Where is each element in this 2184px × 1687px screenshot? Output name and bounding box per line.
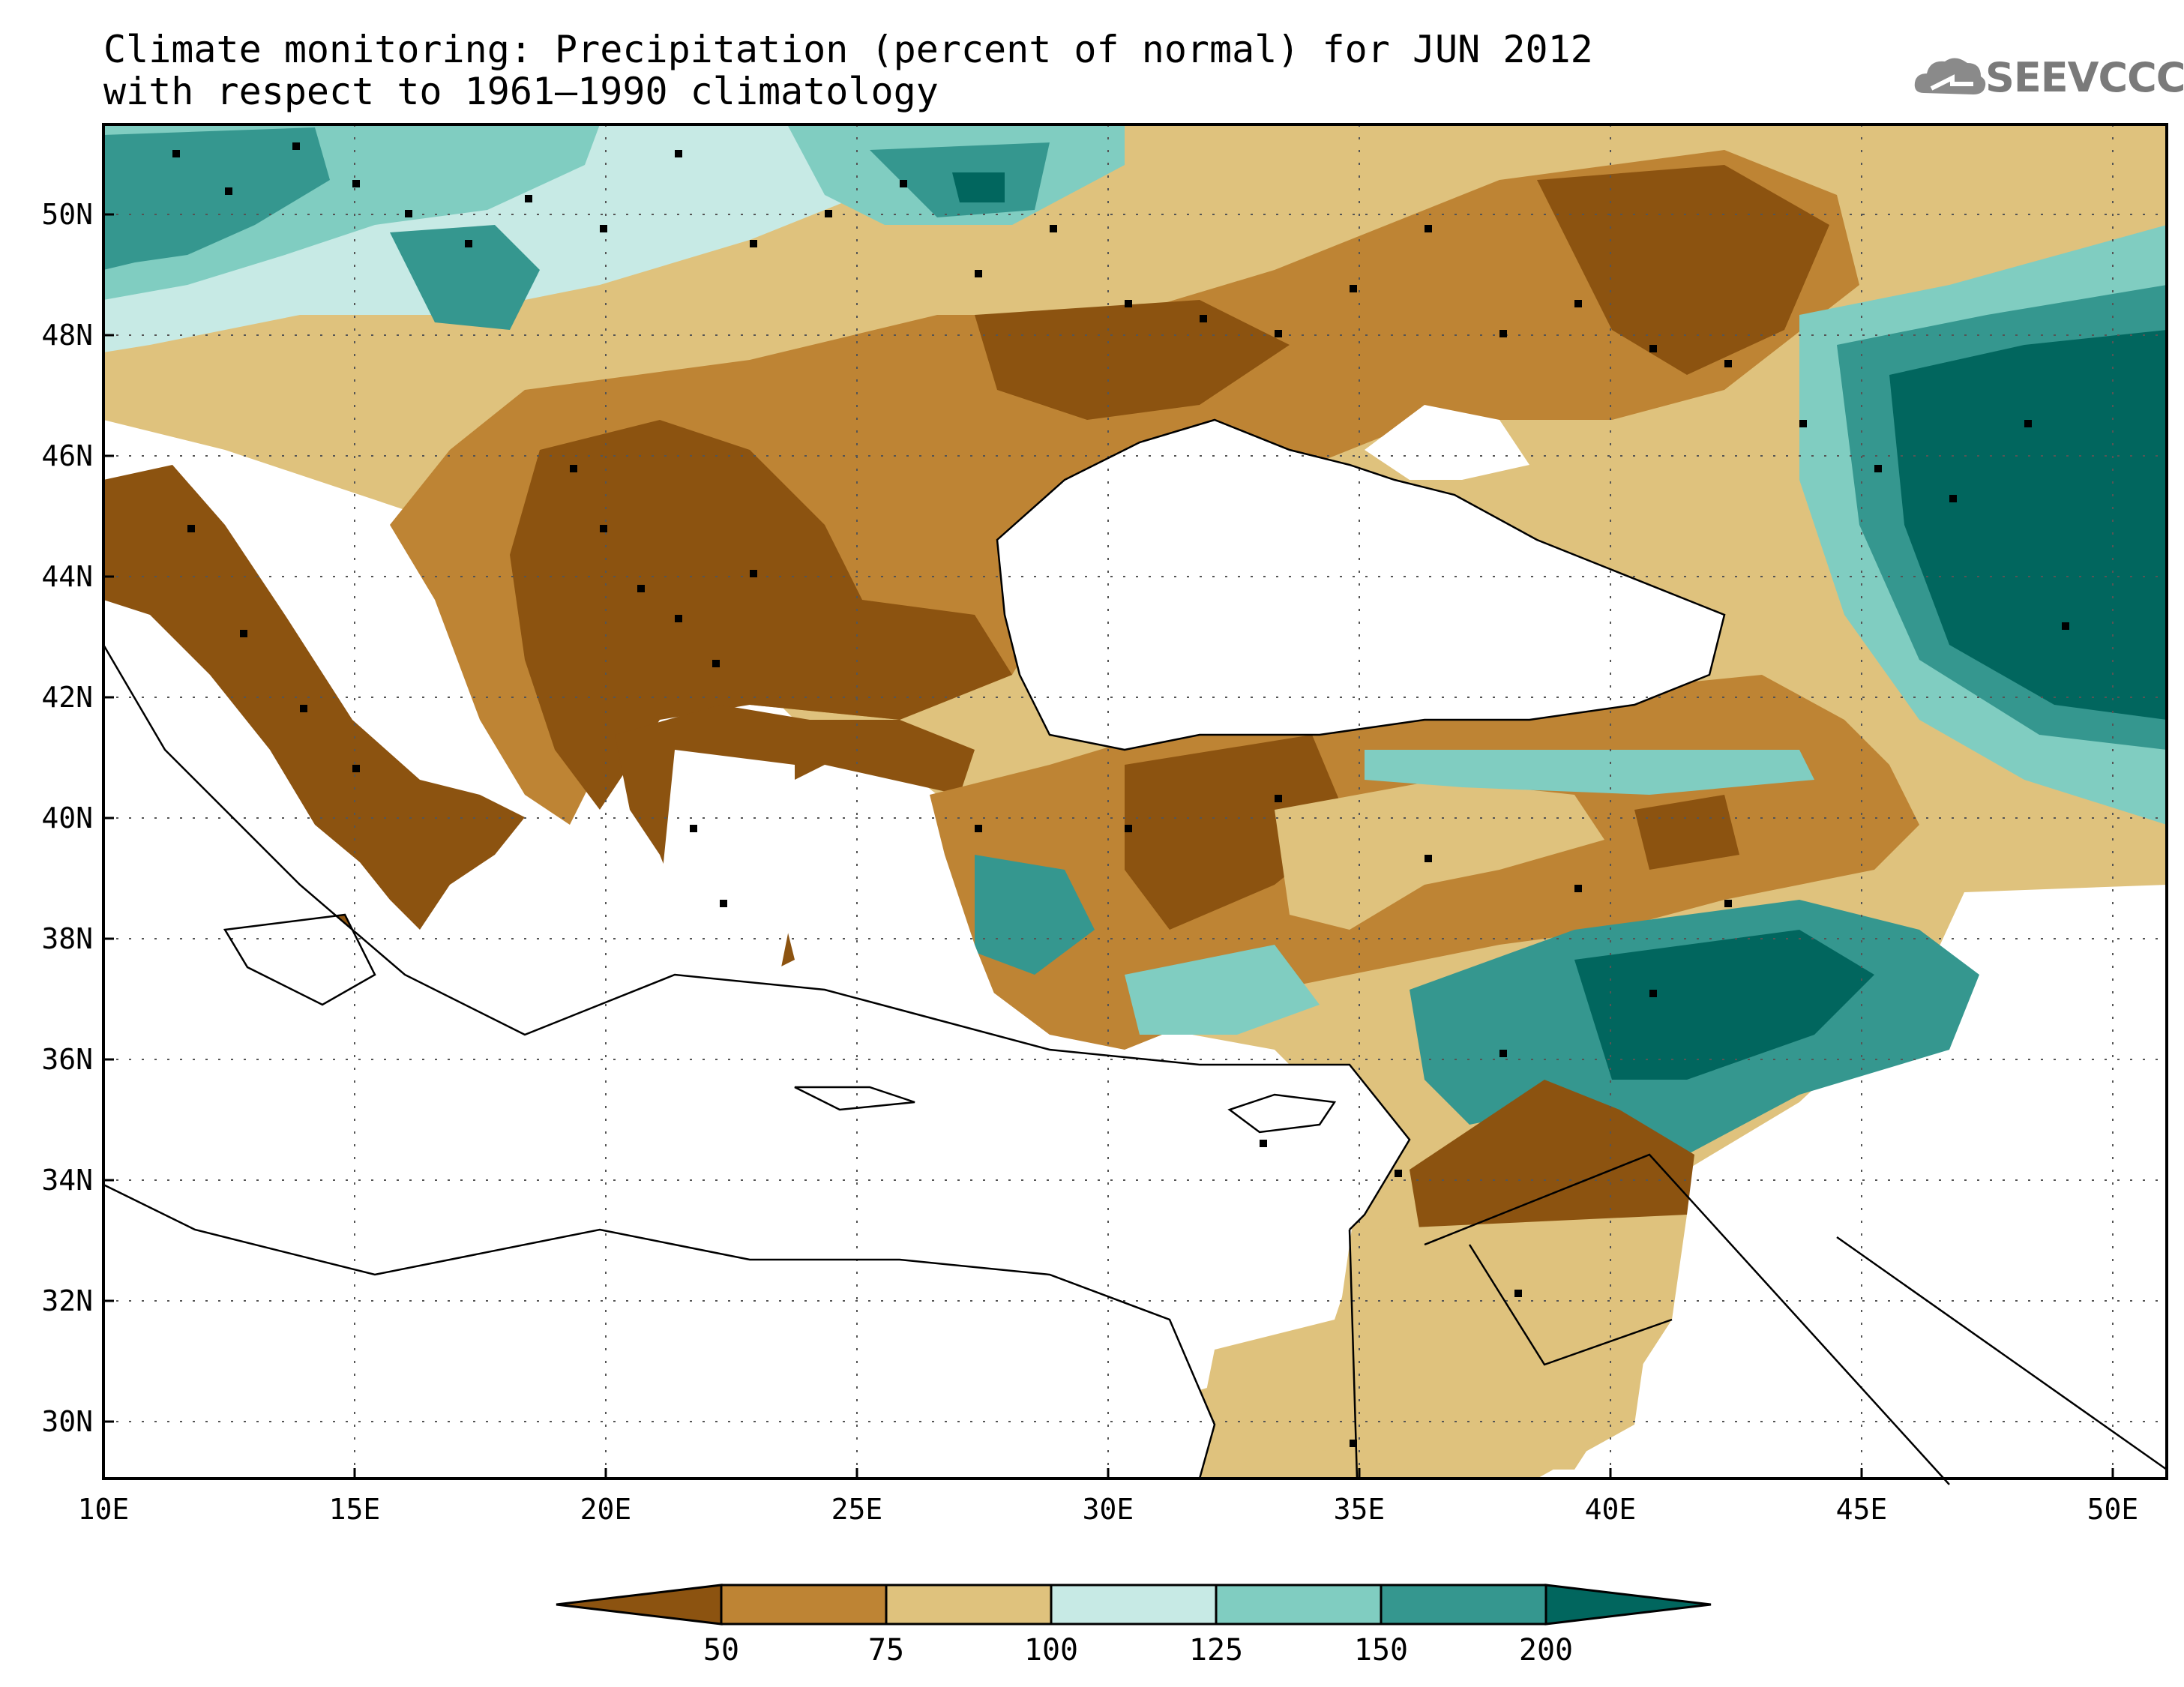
lat-label-44n: 44N [41, 560, 93, 593]
lon-label-45e: 45E [1836, 1493, 1888, 1526]
lat-label-46n: 46N [41, 439, 93, 472]
coastlines [102, 418, 2168, 1485]
map-title: Climate monitoring: Precipitation (perce… [103, 28, 1593, 71]
colorbar-segment-lt50 [556, 1584, 723, 1626]
colorbar-label-150: 150 [1354, 1633, 1408, 1668]
map-subtitle: with respect to 1961–1990 climatology [103, 70, 939, 113]
graticule [103, 124, 2167, 1479]
colorbar-segment-125-150 [1215, 1584, 1383, 1626]
logo-text: SEEVCCC [1985, 54, 2184, 101]
axis-ticks [102, 213, 2114, 1479]
lat-label-38n: 38N [41, 922, 93, 955]
lon-label-50e: 50E [2087, 1493, 2139, 1526]
lon-labels: 10E 15E 20E 25E 30E 35E 40E 45E 50E [78, 1493, 2139, 1526]
lat-label-30n: 30N [41, 1405, 93, 1438]
colorbar-segment-50-75 [720, 1584, 888, 1626]
colorbar-label-100: 100 [1024, 1633, 1078, 1668]
anomaly-field [103, 124, 2167, 1479]
lat-label-40n: 40N [41, 802, 93, 835]
lat-label-50n: 50N [41, 198, 93, 231]
colorbar-segment-gt200 [1544, 1584, 1712, 1626]
lat-label-32n: 32N [41, 1284, 93, 1317]
lon-label-25e: 25E [831, 1493, 883, 1526]
lat-label-48n: 48N [41, 319, 93, 352]
colorbar-label-125: 125 [1189, 1633, 1243, 1668]
lon-label-10e: 10E [78, 1493, 130, 1526]
colorbar-label-200: 200 [1519, 1633, 1573, 1668]
lon-label-35e: 35E [1334, 1493, 1386, 1526]
lat-label-34n: 34N [41, 1164, 93, 1197]
lat-label-42n: 42N [41, 681, 93, 714]
lat-label-36n: 36N [41, 1043, 93, 1076]
colorbar-labels: 50 75 100 125 150 200 [703, 1633, 1573, 1668]
lon-label-15e: 15E [329, 1493, 381, 1526]
plot-frame [102, 123, 2168, 1480]
colorbar-label-50: 50 [703, 1633, 739, 1668]
colorbar [556, 1584, 1712, 1626]
lon-label-20e: 20E [580, 1493, 632, 1526]
station-markers [172, 142, 2069, 1447]
colorbar-label-75: 75 [868, 1633, 904, 1668]
colorbar-segment-150-200 [1380, 1584, 1547, 1626]
lat-labels: 50N 48N 46N 44N 42N 40N 38N 36N 34N 32N … [41, 198, 93, 1438]
lon-label-30e: 30E [1083, 1493, 1134, 1526]
colorbar-segment-100-125 [1050, 1584, 1218, 1626]
cloud-icon [1914, 58, 1986, 94]
lon-label-40e: 40E [1585, 1493, 1637, 1526]
colorbar-segment-75-100 [885, 1584, 1053, 1626]
